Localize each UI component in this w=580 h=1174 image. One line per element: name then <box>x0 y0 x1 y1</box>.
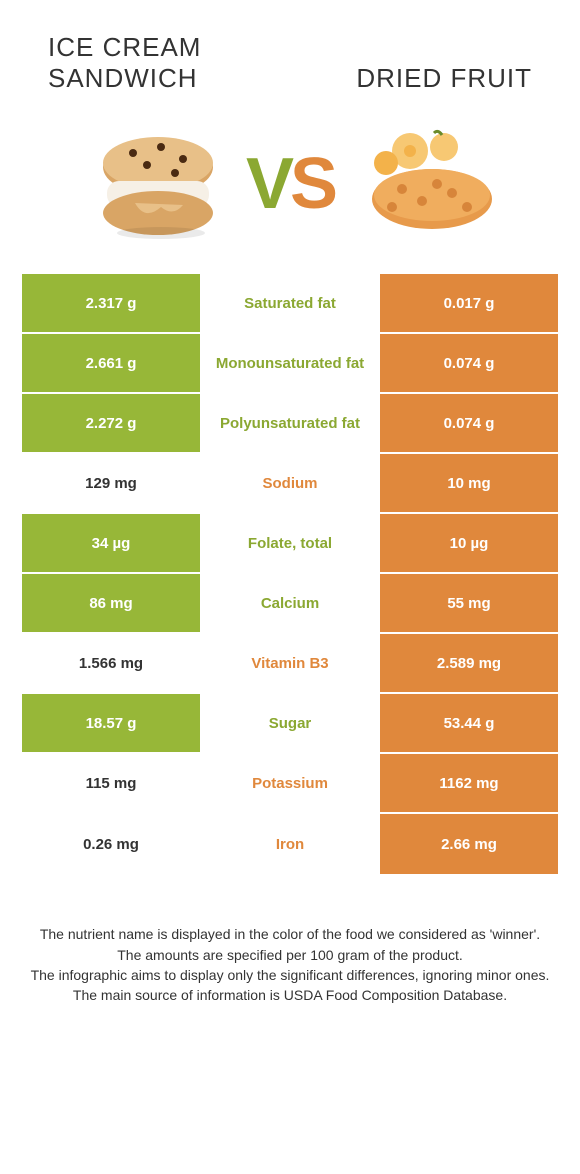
right-value: 0.017 g <box>380 274 558 332</box>
right-value: 2.66 mg <box>380 814 558 874</box>
left-value: 115 mg <box>22 754 200 812</box>
hero-row: VS <box>0 114 580 274</box>
vs-s: S <box>290 144 334 224</box>
footer-notes: The nutrient name is displayed in the co… <box>0 874 580 1005</box>
nutrient-label: Potassium <box>200 754 380 812</box>
table-row: 1.566 mgVitamin B32.589 mg <box>22 634 558 694</box>
dried-fruit-icon <box>342 124 502 244</box>
ice-cream-sandwich-icon <box>78 124 238 244</box>
left-value: 34 µg <box>22 514 200 572</box>
table-row: 2.272 gPolyunsaturated fat0.074 g <box>22 394 558 454</box>
vs-label: VS <box>246 143 334 225</box>
right-value: 55 mg <box>380 574 558 632</box>
table-row: 115 mgPotassium1162 mg <box>22 754 558 814</box>
right-value: 0.074 g <box>380 334 558 392</box>
right-value: 10 µg <box>380 514 558 572</box>
footer-line-1: The nutrient name is displayed in the co… <box>18 924 562 944</box>
nutrient-label: Vitamin B3 <box>200 634 380 692</box>
table-row: 129 mgSodium10 mg <box>22 454 558 514</box>
nutrient-label: Sodium <box>200 454 380 512</box>
title-left-line2: SANDWICH <box>48 63 198 93</box>
left-value: 86 mg <box>22 574 200 632</box>
nutrient-label: Iron <box>200 814 380 874</box>
nutrient-label: Saturated fat <box>200 274 380 332</box>
right-value: 0.074 g <box>380 394 558 452</box>
left-value: 2.661 g <box>22 334 200 392</box>
left-value: 2.317 g <box>22 274 200 332</box>
nutrient-label: Monounsaturated fat <box>200 334 380 392</box>
table-row: 86 mgCalcium55 mg <box>22 574 558 634</box>
title-right: DRIED FRUIT <box>356 49 532 94</box>
title-left-line1: ICE CREAM <box>48 32 201 62</box>
table-row: 34 µgFolate, total10 µg <box>22 514 558 574</box>
header: ICE CREAM SANDWICH DRIED FRUIT <box>0 0 580 114</box>
left-value: 0.26 mg <box>22 814 200 874</box>
footer-line-3: The infographic aims to display only the… <box>18 965 562 985</box>
nutrient-label: Calcium <box>200 574 380 632</box>
right-value: 10 mg <box>380 454 558 512</box>
table-row: 18.57 gSugar53.44 g <box>22 694 558 754</box>
table-row: 0.26 mgIron2.66 mg <box>22 814 558 874</box>
nutrient-label: Polyunsaturated fat <box>200 394 380 452</box>
nutrient-label: Sugar <box>200 694 380 752</box>
footer-line-4: The main source of information is USDA F… <box>18 985 562 1005</box>
right-value: 1162 mg <box>380 754 558 812</box>
right-value: 53.44 g <box>380 694 558 752</box>
vs-v: V <box>246 144 290 224</box>
nutrient-table: 2.317 gSaturated fat0.017 g2.661 gMonoun… <box>22 274 558 874</box>
title-left: ICE CREAM SANDWICH <box>48 32 201 94</box>
left-value: 2.272 g <box>22 394 200 452</box>
left-value: 1.566 mg <box>22 634 200 692</box>
table-row: 2.661 gMonounsaturated fat0.074 g <box>22 334 558 394</box>
left-value: 129 mg <box>22 454 200 512</box>
table-row: 2.317 gSaturated fat0.017 g <box>22 274 558 334</box>
nutrient-label: Folate, total <box>200 514 380 572</box>
footer-line-2: The amounts are specified per 100 gram o… <box>18 945 562 965</box>
right-value: 2.589 mg <box>380 634 558 692</box>
left-value: 18.57 g <box>22 694 200 752</box>
